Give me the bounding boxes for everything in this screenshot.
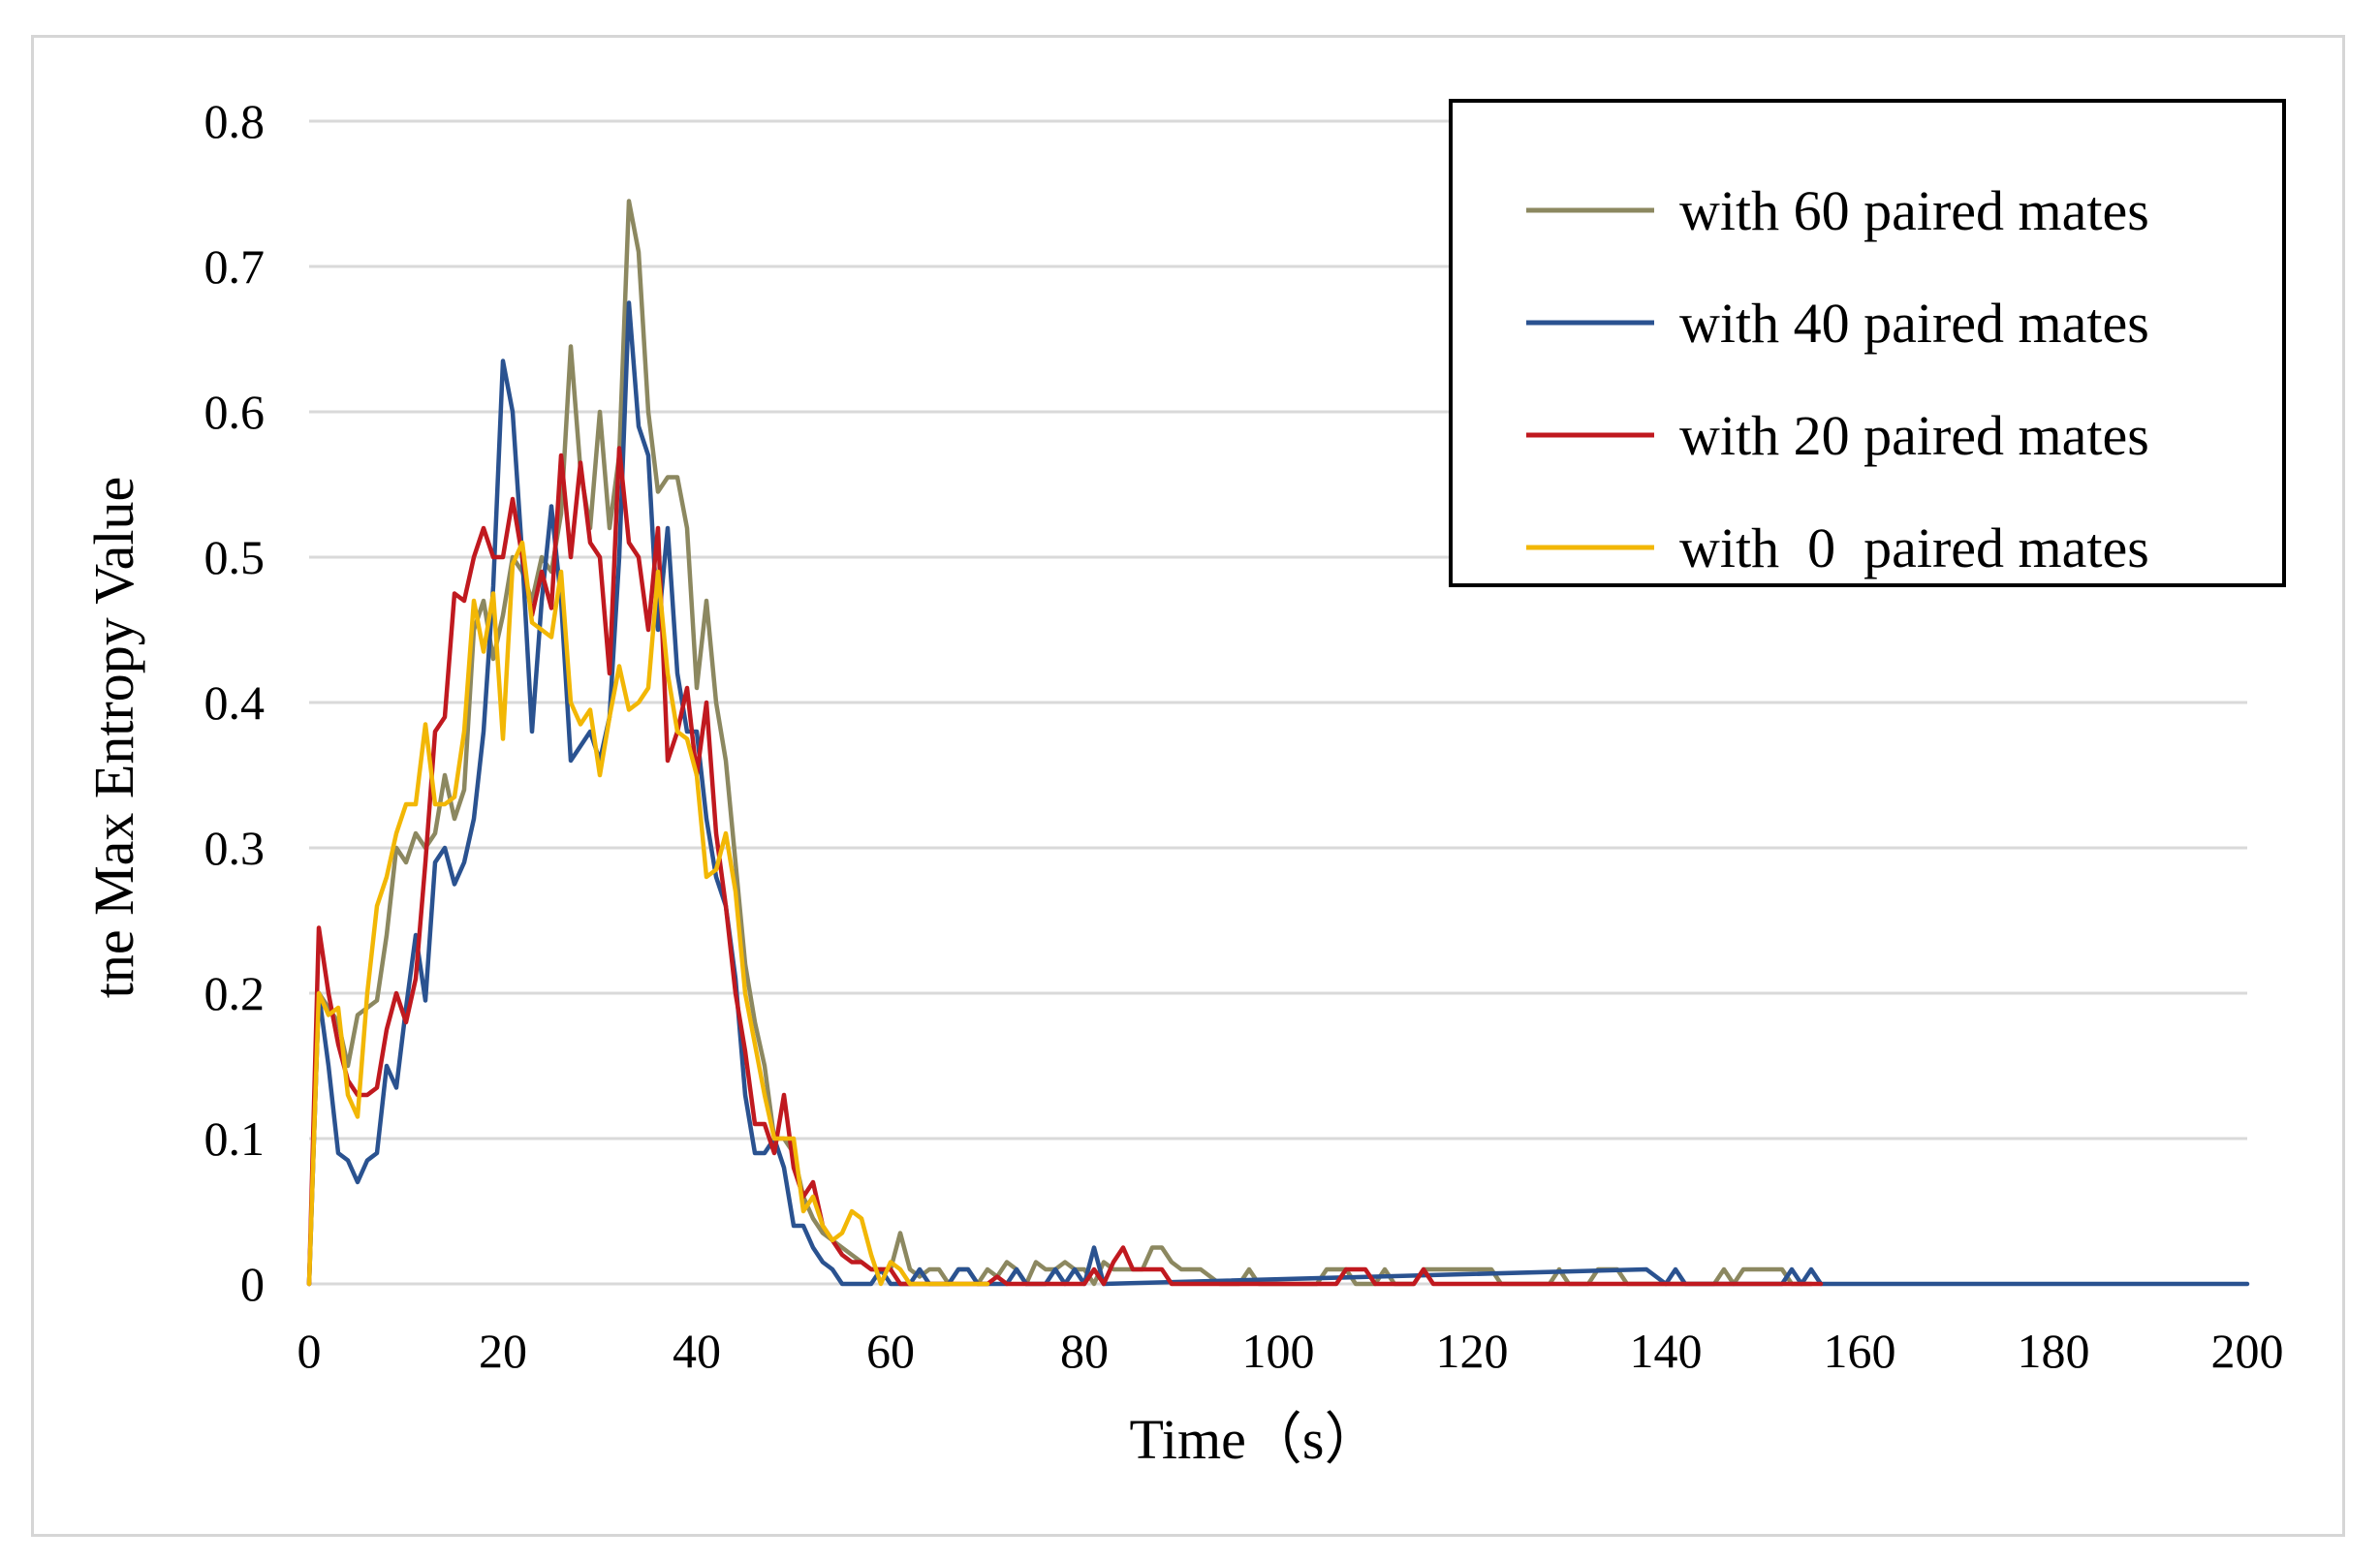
legend-label: with 0 paired mates (1679, 516, 2149, 579)
x-tick-label: 0 (298, 1324, 322, 1378)
x-tick-label: 160 (1824, 1324, 1896, 1378)
series-line-2 (306, 446, 1824, 1287)
chart-frame: 0 0.1 0.2 0.3 0.4 0.5 0.6 0.7 0.8 0 20 40 60 80 100 12… (31, 35, 2345, 1537)
x-axis-title: Time（s） (1130, 1408, 1381, 1471)
legend: with 60 paired mates with 40 paired mates… (1449, 99, 2286, 587)
grid-layer (309, 119, 2247, 1286)
y-tick-label: 0.1 (204, 1111, 266, 1166)
x-tick-label: 20 (479, 1324, 527, 1378)
y-axis-title: tne Max Entropy Value (82, 477, 145, 999)
x-tick-label: 60 (866, 1324, 915, 1378)
x-tick-label: 40 (673, 1324, 721, 1378)
x-axis-ticks: 0 20 40 60 80 100 120 140 160 180 200 (298, 1324, 2284, 1378)
x-tick-label: 200 (2211, 1324, 2284, 1378)
y-tick-label: 0 (240, 1257, 265, 1311)
y-axis-ticks: 0 0.1 0.2 0.3 0.4 0.5 0.6 0.7 0.8 (204, 94, 266, 1311)
x-tick-label: 120 (1436, 1324, 1509, 1378)
legend-label: with 40 paired mates (1679, 292, 2149, 355)
y-tick-label: 0.5 (204, 530, 266, 584)
y-tick-label: 0.4 (204, 675, 266, 730)
legend-box (1449, 99, 2286, 587)
line-chart: 0 0.1 0.2 0.3 0.4 0.5 0.6 0.7 0.8 0 20 40 60 80 100 12… (82, 94, 2286, 1471)
legend-label: with 60 paired mates (1679, 179, 2149, 242)
y-tick-label: 0.8 (204, 94, 266, 148)
y-tick-label: 0.7 (204, 239, 266, 294)
series-line-3 (306, 540, 990, 1287)
y-tick-label: 0.3 (204, 821, 266, 875)
x-tick-label: 140 (1630, 1324, 1703, 1378)
y-tick-label: 0.6 (204, 385, 266, 439)
y-tick-label: 0.2 (204, 966, 266, 1020)
series-layer (306, 199, 2250, 1287)
x-tick-label: 100 (1242, 1324, 1315, 1378)
legend-items: with 60 paired mates with 40 paired mates… (1526, 179, 2149, 579)
x-tick-label: 180 (2018, 1324, 2090, 1378)
x-tick-label: 80 (1060, 1324, 1109, 1378)
legend-label: with 20 paired mates (1679, 404, 2149, 467)
